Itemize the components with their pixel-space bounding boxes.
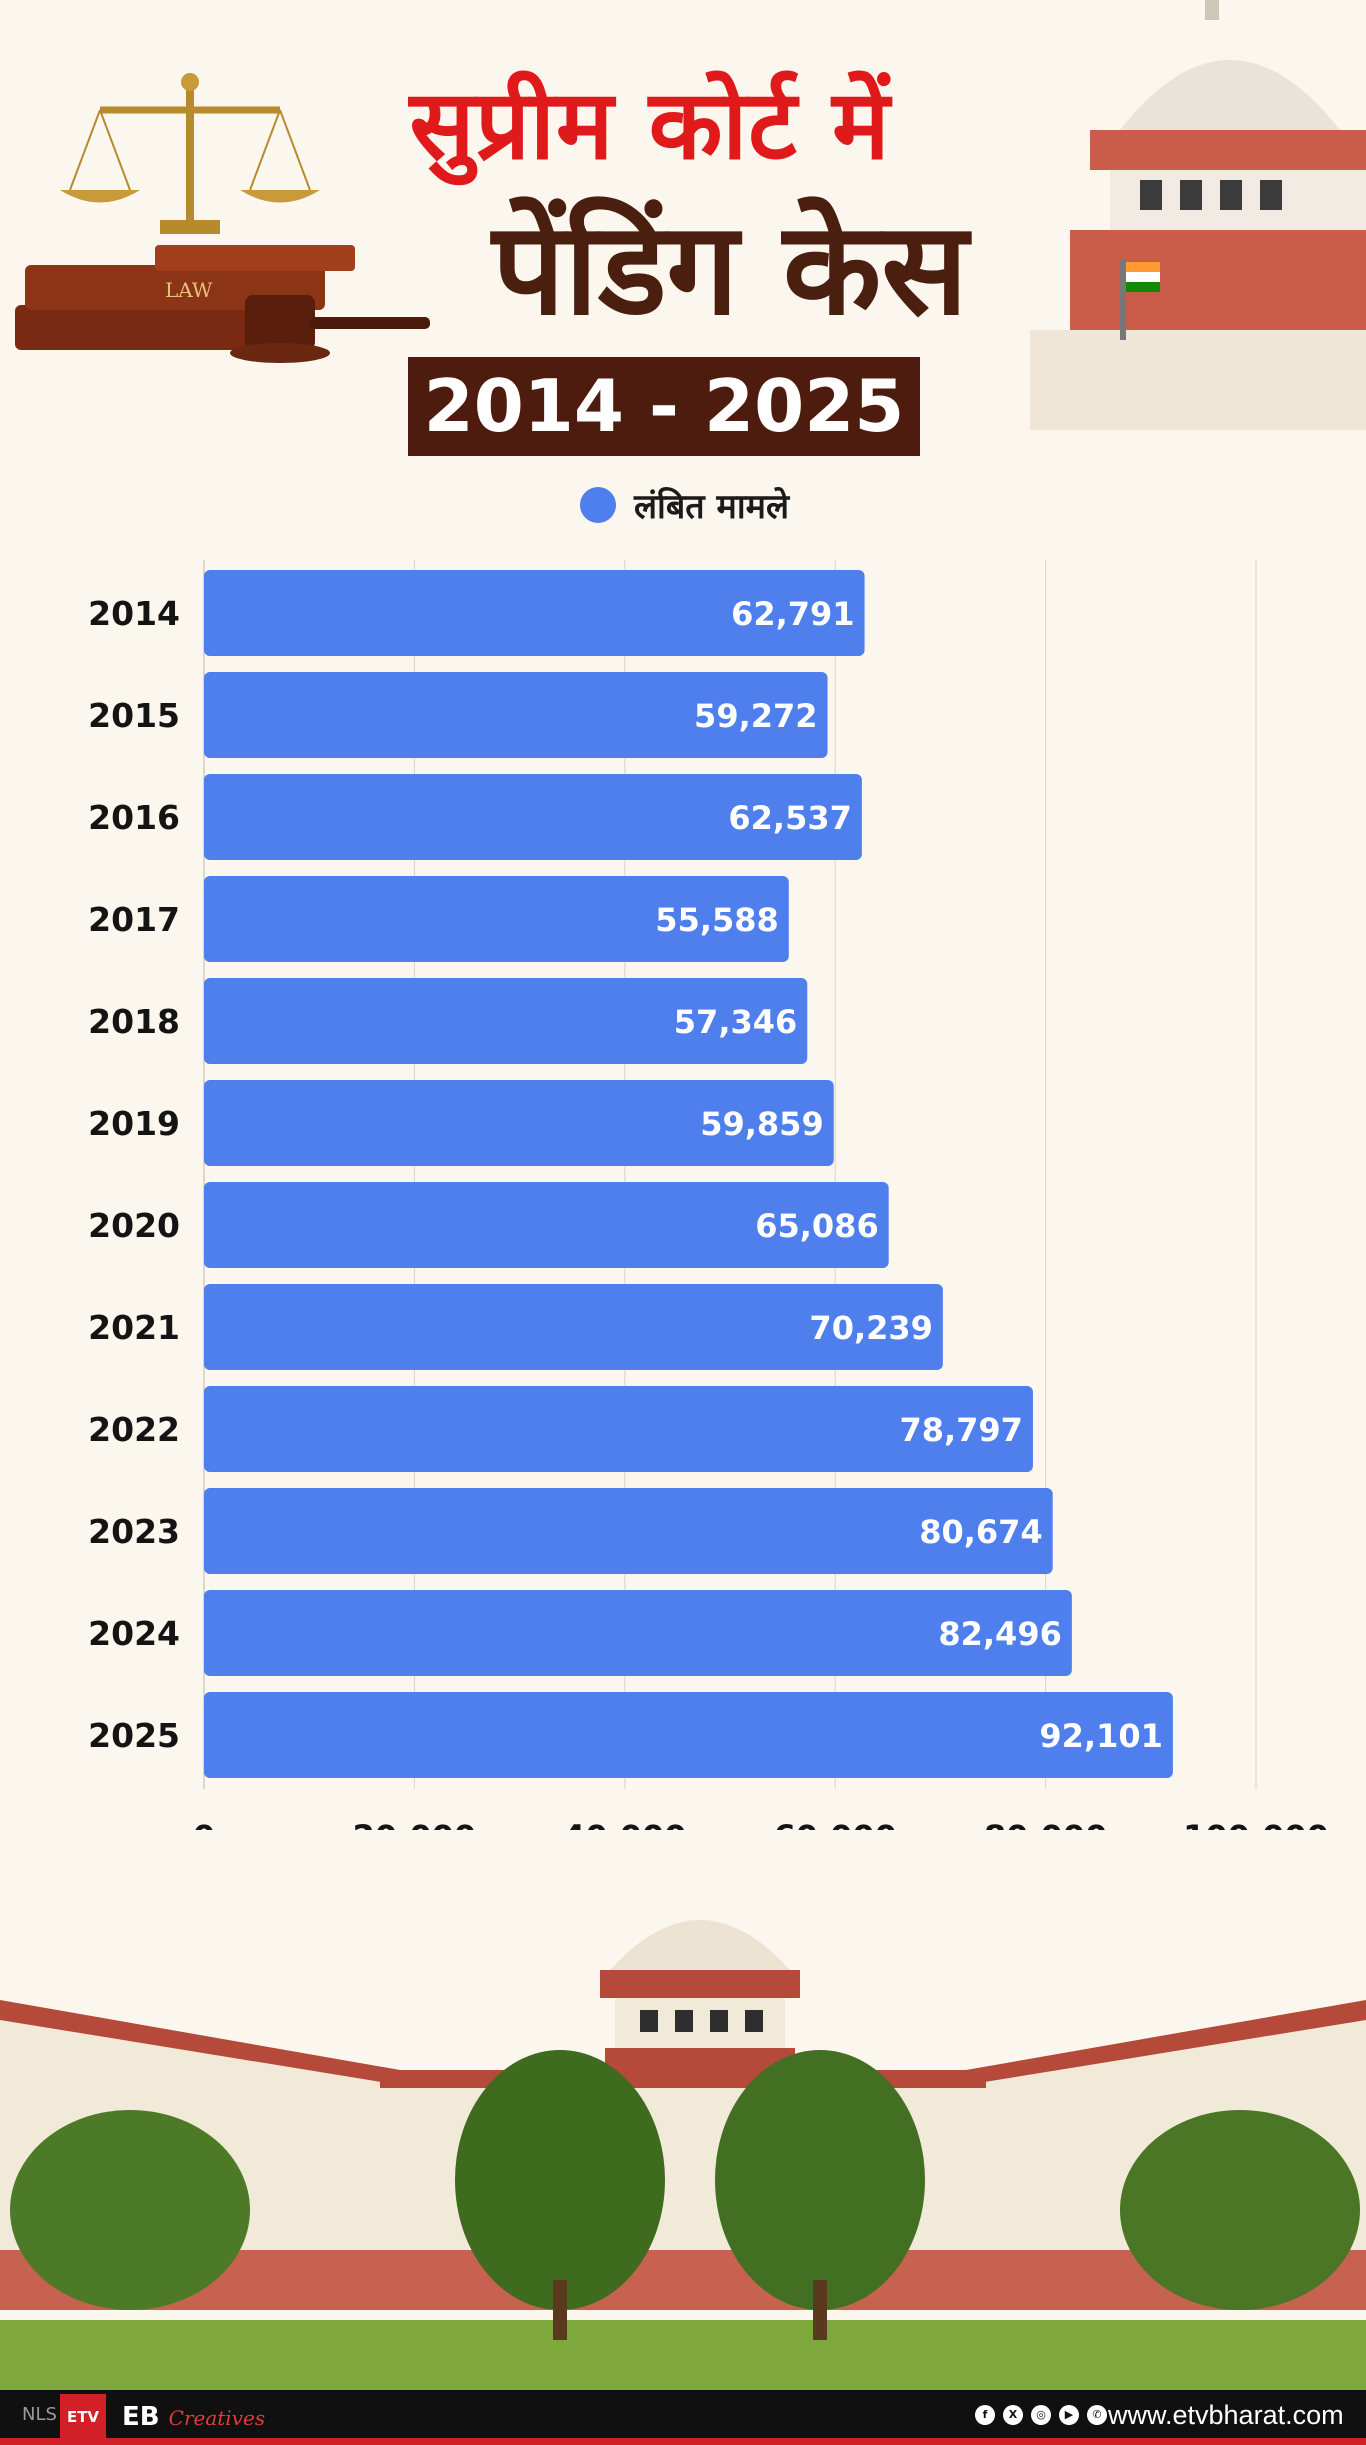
creatives-label: Creatives — [168, 2406, 266, 2430]
bar-value-label: 59,272 — [694, 697, 817, 735]
bar-value-label: 82,496 — [938, 1615, 1061, 1653]
supreme-court-dome-image — [1030, 0, 1366, 430]
justice-scale-icon — [60, 73, 320, 234]
etv-bharat-logo: ETV — [60, 2394, 106, 2440]
year-range-badge: 2014 - 2025 — [408, 357, 920, 456]
category-label: 2021 — [88, 1308, 180, 1347]
x-icon[interactable]: X — [1003, 2405, 1023, 2425]
category-label: 2017 — [88, 900, 180, 939]
category-label: 2024 — [88, 1614, 180, 1653]
bar — [204, 1488, 1053, 1574]
category-label: 2016 — [88, 798, 180, 837]
bar — [204, 1284, 943, 1370]
bar — [204, 1386, 1033, 1472]
bar-value-label: 57,346 — [674, 1003, 797, 1041]
bar-value-label: 62,537 — [728, 799, 851, 837]
nls-label: NLS — [22, 2404, 57, 2425]
x-tick-label: 0 — [193, 1818, 215, 1830]
x-tick-label: 60,000 — [773, 1818, 896, 1830]
bar-value-label: 80,674 — [919, 1513, 1042, 1551]
bar — [204, 1692, 1173, 1778]
svg-text:LAW: LAW — [165, 278, 213, 302]
bar — [204, 1590, 1072, 1676]
eb-creatives-label: EB Creatives — [122, 2402, 265, 2432]
bar-value-label: 65,086 — [755, 1207, 878, 1245]
category-label: 2019 — [88, 1104, 180, 1143]
facebook-icon[interactable]: f — [975, 2405, 995, 2425]
legend-marker — [580, 487, 616, 523]
law-books-icon: LAW — [15, 245, 430, 363]
instagram-icon[interactable]: ◎ — [1031, 2405, 1051, 2425]
youtube-icon[interactable]: ▶ — [1059, 2405, 1079, 2425]
category-label: 2022 — [88, 1410, 180, 1449]
whatsapp-icon[interactable]: ✆ — [1087, 2405, 1107, 2425]
category-label: 2025 — [88, 1716, 180, 1755]
category-label: 2020 — [88, 1206, 180, 1245]
bar-value-label: 55,588 — [655, 901, 778, 939]
bar — [204, 570, 865, 656]
header: LAW सुप्रीम कोर्ट में पेंडिंग केस 2014 -… — [0, 0, 1366, 470]
bar — [204, 1182, 889, 1268]
bar-value-label: 62,791 — [731, 595, 854, 633]
bar — [204, 876, 789, 962]
x-tick-label: 20,000 — [353, 1818, 476, 1830]
bar — [204, 774, 862, 860]
category-label: 2018 — [88, 1002, 180, 1041]
chart-legend: लंबित मामले — [580, 480, 789, 530]
x-tick-label: 100,000 — [1183, 1818, 1329, 1830]
supreme-court-building-image — [0, 1920, 1366, 2390]
bar-value-label: 70,239 — [809, 1309, 932, 1347]
legend-label: लंबित मामले — [634, 487, 790, 527]
eb-label: EB — [122, 2402, 160, 2432]
title-line2: पेंडिंग केस — [492, 195, 968, 344]
footer-red-strip — [0, 2438, 1366, 2445]
bar-value-label: 92,101 — [1039, 1717, 1162, 1755]
bar — [204, 978, 808, 1064]
category-label: 2023 — [88, 1512, 180, 1551]
bar-value-label: 78,797 — [899, 1411, 1022, 1449]
social-icons: f X ◎ ▶ ✆ — [975, 2405, 1107, 2425]
title-line1: सुप्रीम कोर्ट में — [409, 69, 891, 181]
category-label: 2015 — [88, 696, 180, 735]
bar-chart: 62,791 2014 59,272 2015 62,537 2016 55,588 2017… — [88, 560, 1329, 1830]
bar-value-label: 59,859 — [700, 1105, 823, 1143]
x-tick-label: 80,000 — [984, 1818, 1107, 1830]
website-link[interactable]: www.etvbharat.com — [1108, 2400, 1344, 2430]
bar — [204, 672, 828, 758]
bar — [204, 1080, 834, 1166]
footer-bar: NLS ETV EB Creatives f X ◎ ▶ ✆ www.etvbh… — [0, 2390, 1366, 2445]
x-tick-label: 40,000 — [563, 1818, 686, 1830]
category-label: 2014 — [88, 594, 180, 633]
